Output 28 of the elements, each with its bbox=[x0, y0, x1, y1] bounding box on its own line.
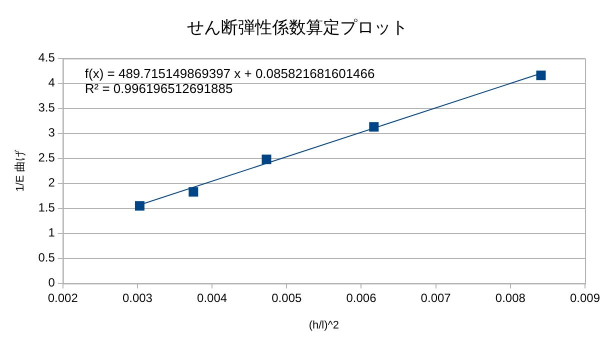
y-tick-label: 4.5 bbox=[38, 50, 56, 65]
chart-title: せん断弾性係数算定プロット bbox=[187, 18, 408, 37]
y-tick-label: 2 bbox=[48, 176, 56, 190]
point bbox=[369, 122, 379, 132]
x-tick-label: 0.006 bbox=[346, 290, 377, 305]
y-tick-label: 3.5 bbox=[38, 100, 56, 115]
x-tick-label: 0.007 bbox=[420, 290, 452, 305]
point bbox=[188, 187, 198, 197]
y-tick-label: 4 bbox=[48, 76, 56, 90]
y-tick-label: 3 bbox=[48, 126, 56, 140]
annotation: f(x) = 489.715149869397 x + 0.085821681601466 bbox=[84, 66, 375, 81]
x-tick-label: 0.004 bbox=[197, 290, 228, 305]
y-tick-label: 2.5 bbox=[38, 150, 56, 165]
x-tick-label: 0.003 bbox=[122, 290, 153, 305]
y-tick-label: 1.5 bbox=[38, 200, 56, 215]
y-axis-title: 1/E 曲げ bbox=[14, 149, 27, 192]
y-tick-label: 0 bbox=[48, 276, 56, 290]
x-tick-label: 0.002 bbox=[48, 290, 78, 305]
x-tick-label: 0.009 bbox=[570, 290, 600, 305]
y-tick-label: 0.5 bbox=[38, 250, 56, 265]
x-tick-label: 0.005 bbox=[272, 290, 302, 305]
point bbox=[134, 201, 144, 211]
y-tick-label: 1 bbox=[48, 226, 56, 240]
point bbox=[536, 70, 546, 80]
point bbox=[262, 154, 272, 164]
x-axis-title: (h/l)^2 bbox=[308, 319, 340, 332]
annotation: R² = 0.996196512691885 bbox=[84, 80, 233, 96]
x-tick-label: 0.008 bbox=[495, 290, 526, 305]
